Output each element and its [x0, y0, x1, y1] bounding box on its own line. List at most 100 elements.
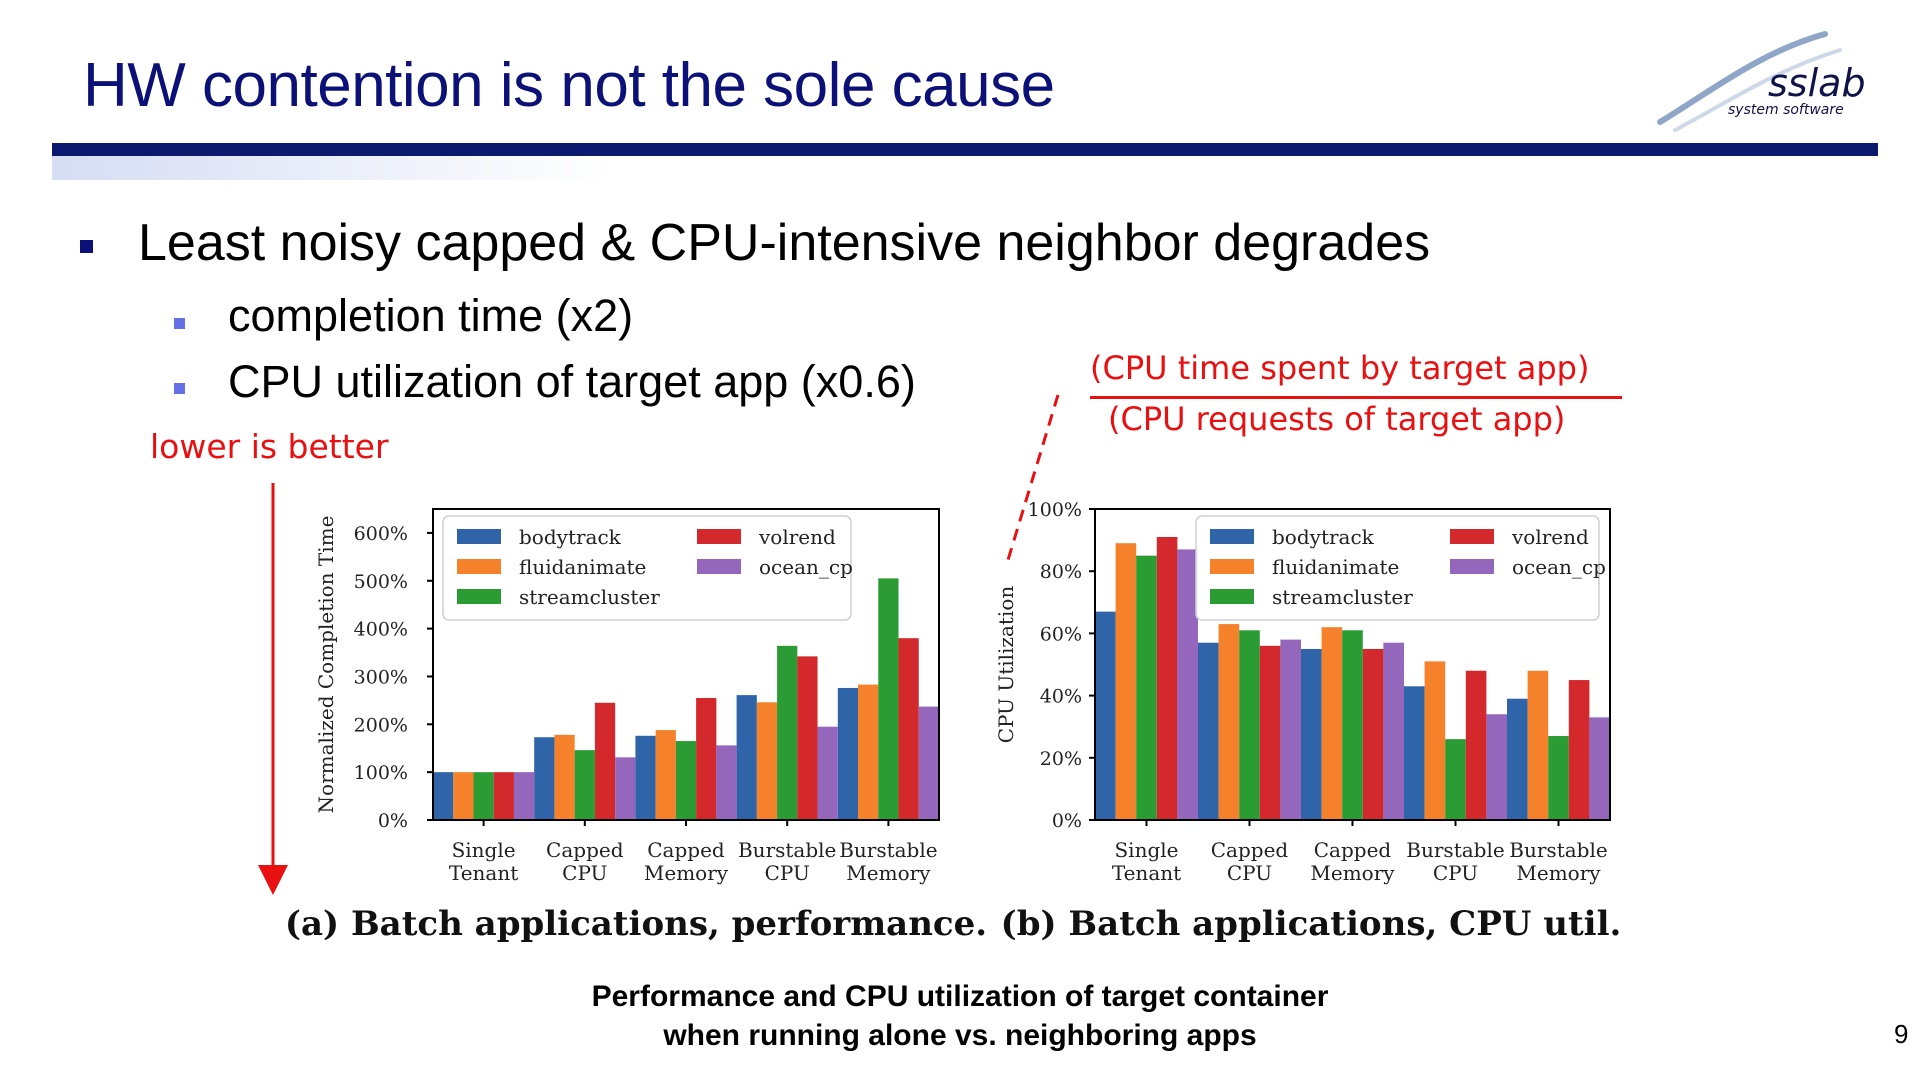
bar-bodytrack-1: [1198, 642, 1219, 820]
bullet-square: [80, 240, 93, 253]
legend-label-fluidanimate: fluidanimate: [1272, 555, 1399, 579]
bar-streamcluster-2: [675, 741, 697, 820]
legend-swatch-streamcluster: [1210, 589, 1254, 604]
chart-a: 0% 100% 200% 300% 400% 500% 600% Single Tenant Ca…: [285, 508, 987, 944]
bar-fluidanimate-0: [453, 772, 474, 820]
x-tick-label-3: Burstable CPU: [738, 838, 836, 885]
bar-bodytrack-2: [635, 735, 656, 820]
x-tick-label-0: Single Tenant: [449, 838, 518, 885]
caption-line-2: when running alone vs. neighboring apps: [663, 1019, 1257, 1052]
legend-label-fluidanimate: fluidanimate: [519, 555, 646, 579]
sslab-logo: sslab system software: [1657, 31, 1866, 132]
bar-fluidanimate-3: [1424, 661, 1446, 820]
bar-volrend-3: [797, 656, 818, 820]
bar-fluidanimate-2: [655, 730, 676, 820]
y-tick-label: 40%: [1040, 686, 1082, 708]
bar-volrend-1: [594, 702, 616, 820]
bar-streamcluster-4: [1548, 736, 1569, 820]
x-tick-label-4: Burstable Memory: [1509, 838, 1607, 885]
logo-text: sslab: [1768, 61, 1866, 105]
x-tick-label-2: Capped Memory: [644, 838, 729, 885]
bar-streamcluster-1: [574, 750, 595, 820]
bar-bodytrack-3: [736, 695, 757, 820]
sub-bullet-2: CPU utilization of target app (x0.6): [228, 356, 916, 407]
bar-ocean-cp-1: [1280, 639, 1301, 820]
bar-fluidanimate-4: [1527, 670, 1549, 820]
legend-swatch-fluidanimate: [457, 559, 501, 574]
y-tick-label: 0%: [1052, 810, 1082, 832]
annotation-lower-is-better: lower is better: [150, 427, 389, 466]
legend-swatch-ocean-cp: [1450, 559, 1494, 574]
sub-bullet-square: [174, 383, 185, 394]
y-tick-label: 80%: [1040, 561, 1082, 583]
bar-fluidanimate-1: [1218, 624, 1240, 820]
bar-ocean-cp-2: [1383, 642, 1404, 820]
title-rule-fade: [52, 156, 612, 180]
bar-ocean-cp-2: [716, 745, 737, 820]
bar-ocean-cp-0: [513, 772, 535, 820]
legend-label-bodytrack: bodytrack: [1272, 525, 1375, 549]
bar-fluidanimate-4: [858, 684, 879, 820]
bar-bodytrack-3: [1404, 686, 1425, 820]
y-tick-label: 100%: [354, 762, 408, 784]
legend-swatch-streamcluster: [457, 589, 501, 604]
bullet-main: Least noisy capped & CPU-intensive neigh…: [138, 214, 1431, 272]
bar-streamcluster-2: [1342, 630, 1363, 820]
bar-volrend-4: [1568, 680, 1590, 820]
legend-swatch-bodytrack: [457, 529, 501, 544]
x-tick-label-2: Capped Memory: [1310, 838, 1395, 885]
bar-bodytrack-1: [534, 737, 555, 820]
bar-bodytrack-2: [1301, 648, 1322, 820]
slide-title: HW contention is not the sole cause: [83, 51, 1055, 120]
bar-bodytrack-4: [837, 687, 859, 820]
legend-label-streamcluster: streamcluster: [1272, 585, 1413, 609]
legend-label-ocean-cp: ocean_cp: [1512, 555, 1606, 579]
x-tick-label-1: Capped CPU: [1211, 838, 1289, 885]
y-tick-label: 60%: [1040, 623, 1082, 645]
y-tick-label: 400%: [354, 619, 408, 641]
legend-swatch-ocean-cp: [697, 559, 741, 574]
legend-swatch-bodytrack: [1210, 529, 1254, 544]
y-tick-label: 100%: [1028, 499, 1082, 521]
page-number: 9: [1894, 1019, 1909, 1049]
legend-box: [442, 515, 852, 621]
bar-streamcluster-3: [777, 645, 798, 820]
legend-label-bodytrack: bodytrack: [519, 525, 622, 549]
bar-streamcluster-1: [1239, 630, 1260, 820]
bar-volrend-1: [1259, 645, 1281, 820]
y-tick-label: 500%: [354, 571, 408, 593]
legend-label-volrend: volrend: [758, 525, 836, 549]
logo-subtext: system software: [1728, 102, 1844, 118]
bar-fluidanimate-0: [1115, 543, 1137, 820]
legend-swatch-fluidanimate: [1210, 559, 1254, 574]
chart-caption: (b) Batch applications, CPU util.: [1001, 904, 1622, 944]
y-tick-label: 600%: [354, 523, 408, 545]
chart-b: 0% 20% 40% 60% 80% 100% Single Tenant Capped CPU C…: [994, 499, 1621, 944]
sub-bullet-1: completion time (x2): [228, 290, 634, 341]
y-tick-label: 200%: [354, 714, 408, 736]
bar-fluidanimate-1: [554, 734, 575, 820]
bar-volrend-2: [696, 697, 717, 820]
fraction-denominator: (CPU requests of target app): [1108, 400, 1566, 438]
x-tick-label-1: Capped CPU: [546, 838, 624, 885]
bar-fluidanimate-2: [1321, 627, 1343, 820]
y-axis-label: CPU Utilization: [994, 586, 1018, 744]
bar-ocean-cp-3: [1486, 714, 1507, 820]
bar-streamcluster-0: [1136, 555, 1157, 820]
bar-ocean-cp-4: [918, 706, 939, 820]
y-axis-label: Normalized Completion Time: [314, 516, 338, 814]
y-tick-label: 300%: [354, 666, 408, 688]
bar-bodytrack-4: [1507, 698, 1528, 820]
bar-volrend-4: [898, 638, 919, 820]
y-tick-label: 20%: [1040, 748, 1082, 770]
legend-swatch-volrend: [697, 529, 741, 544]
bar-volrend-2: [1362, 648, 1384, 820]
bar-streamcluster-0: [473, 772, 494, 820]
bar-bodytrack-0: [433, 772, 454, 820]
bar-volrend-0: [1156, 536, 1178, 820]
bar-streamcluster-4: [878, 578, 899, 820]
bar-fluidanimate-3: [756, 702, 778, 820]
legend-swatch-volrend: [1450, 529, 1494, 544]
legend-label-ocean-cp: ocean_cp: [759, 555, 853, 579]
bar-volrend-3: [1465, 670, 1487, 820]
